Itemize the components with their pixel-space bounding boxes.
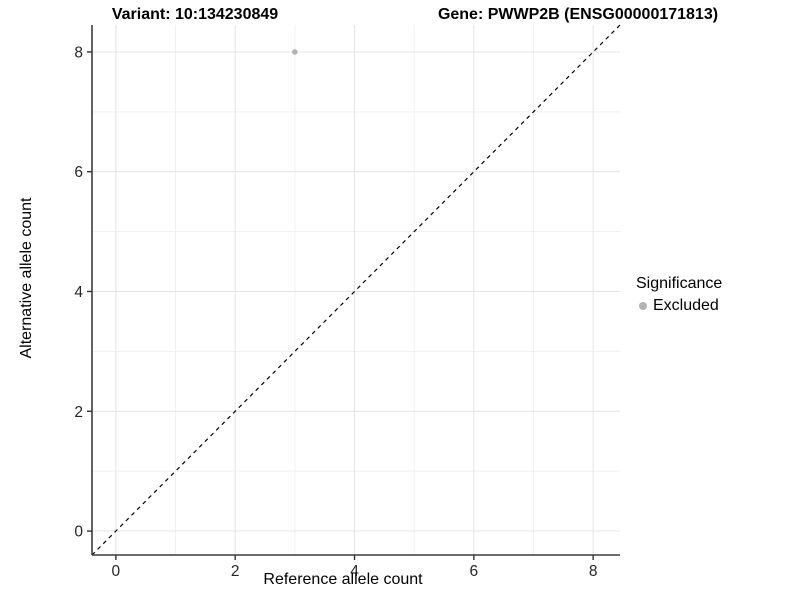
legend-item-excluded: Excluded	[639, 297, 722, 315]
gene-title: Gene: PWWP2B (ENSG00000171813)	[437, 6, 719, 23]
x-axis-title: Reference allele count	[263, 571, 423, 588]
y-axis-title: Alternative allele count	[18, 197, 35, 359]
y-tick-label: 0	[74, 524, 83, 541]
legend: Significance Excluded	[636, 275, 722, 315]
x-tick-label: 8	[589, 563, 598, 580]
y-tick-label: 6	[74, 164, 83, 181]
y-tick-label: 4	[74, 284, 83, 301]
x-tick-label: 2	[231, 563, 240, 580]
y-tick-label: 2	[74, 404, 83, 421]
data-point	[292, 49, 298, 55]
variant-title: Variant: 10:134230849	[111, 6, 279, 23]
legend-item-label: Excluded	[653, 297, 719, 314]
x-tick-label: 4	[350, 563, 359, 580]
legend-title: Significance	[636, 275, 723, 292]
x-tick-label: 0	[112, 563, 121, 580]
identity-dashed-line	[91, 24, 621, 556]
excluded-point-icon	[639, 302, 647, 310]
y-tick-label: 8	[74, 44, 83, 61]
x-tick-label: 6	[470, 563, 479, 580]
